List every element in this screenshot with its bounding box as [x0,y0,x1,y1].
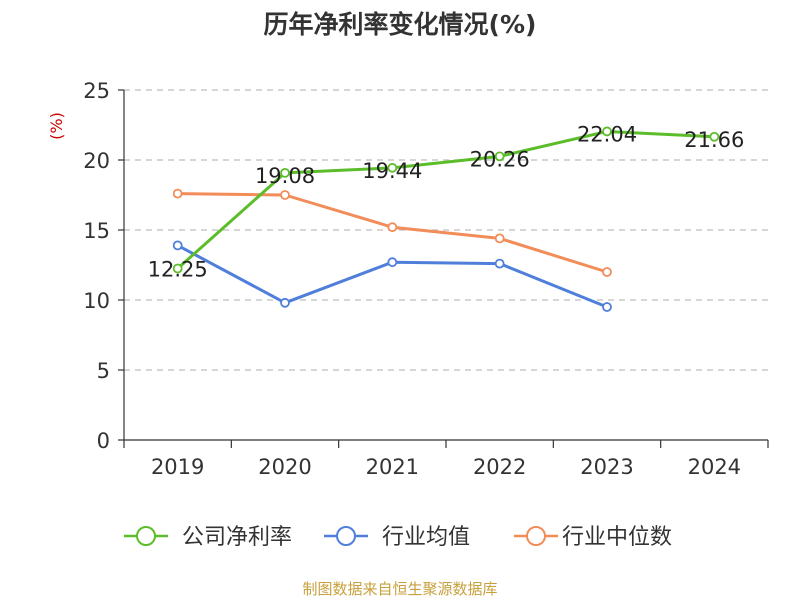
y-tick-label: 0 [97,429,110,453]
series-line [176,243,609,309]
legend-item[interactable]: 行业均值 [324,525,470,550]
axes: 0 5 10 15 20 25 2019 2020 2021 2022 2023 2024 [83,79,769,479]
legend-label: 公司净利率 [182,525,292,550]
data-label: 20.26 [470,147,530,171]
x-tick-label: 2021 [366,455,419,479]
series-point[interactable] [280,297,290,308]
data-label: 12.25 [148,258,208,282]
x-tick-label: 2019 [151,455,204,479]
legend[interactable]: 公司净利率 行业均值 行业中位数 [124,525,672,550]
series-point[interactable] [709,131,720,142]
series-point[interactable] [387,162,398,173]
series-point[interactable] [387,222,398,233]
legend-item[interactable]: 公司净利率 [124,525,292,550]
legend-label: 行业中位数 [562,525,672,550]
y-tick-label: 15 [83,219,110,243]
series-point[interactable] [494,258,505,269]
x-tick-label: 2023 [580,455,633,479]
legend-label: 行业均值 [382,525,470,550]
data-label: 21.66 [684,128,744,152]
legend-marker-icon [336,526,356,546]
legend-item[interactable]: 行业中位数 [514,525,672,550]
legend-marker-icon [136,526,156,546]
series-point[interactable] [602,302,612,312]
series-point[interactable] [494,233,505,244]
series-point[interactable] [172,188,183,199]
grid-lines [124,89,768,371]
series-point[interactable] [387,257,398,268]
y-axis-unit-label: (%) [47,112,66,140]
series-point[interactable] [172,240,183,251]
series-point[interactable] [280,190,290,200]
x-tick-label: 2024 [688,455,741,479]
data-label: 19.44 [362,159,422,183]
y-tick-label: 20 [83,149,110,173]
y-tick-label: 10 [83,289,110,313]
y-tick-label: 5 [97,359,110,383]
series-point[interactable] [280,167,290,178]
series-point[interactable] [172,263,183,274]
data-label: 22.04 [577,122,637,146]
y-tick-label: 25 [83,79,110,103]
data-label: 19.08 [255,164,315,188]
series-lines [172,126,720,312]
chart-title: 历年净利率变化情况(%) [264,10,537,39]
source-note: 制图数据来自恒生聚源数据库 [302,580,497,598]
x-tick-label: 2022 [473,455,526,479]
series-point[interactable] [602,267,612,277]
series-point[interactable] [602,126,612,137]
legend-marker-icon [526,526,546,546]
x-tick-label: 2020 [258,455,311,479]
data-labels: 12.25 19.08 19.44 20.26 22.04 21.66 [148,122,745,281]
series-line [176,129,716,270]
series-point[interactable] [494,151,505,162]
